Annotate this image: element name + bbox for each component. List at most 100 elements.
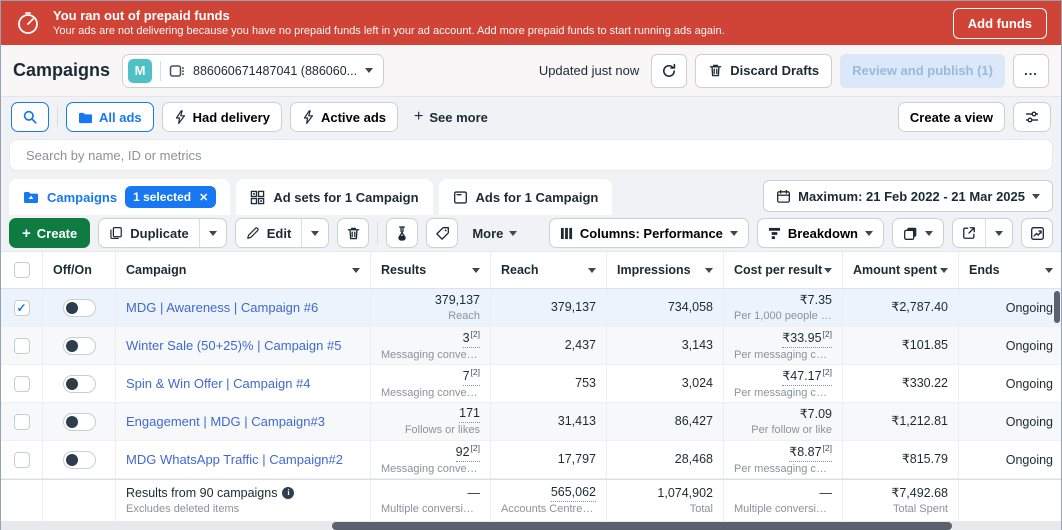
clear-selection-icon[interactable]: ✕ (199, 191, 209, 204)
export-dropdown[interactable] (985, 219, 1012, 247)
ends-cell: Ongoing (1005, 376, 1053, 391)
more-actions-dropdown[interactable]: More (466, 226, 523, 241)
trash-icon (708, 63, 723, 78)
discard-drafts-button[interactable]: Discard Drafts (695, 53, 833, 88)
summary-impressions: 1,074,902 Total (607, 480, 724, 521)
ad-sets-grid-icon (250, 190, 265, 205)
col-cost-per-result[interactable]: Cost per result (724, 252, 843, 288)
duplicate-button[interactable]: Duplicate (99, 219, 199, 247)
cost-per-result-cell: ₹7.35 Per 1,000 people reach... (724, 289, 843, 326)
ad-account-selector[interactable]: M 886060671487041 (886060... (122, 53, 385, 88)
campaign-toggle[interactable] (43, 365, 116, 402)
duplicate-icon (109, 226, 123, 240)
horizontal-scrollbar[interactable] (332, 522, 952, 530)
reports-dropdown[interactable] (892, 218, 944, 248)
ad-account-name: 886060671487041 (886060... (193, 63, 358, 78)
col-impressions[interactable]: Impressions (607, 252, 724, 288)
charts-button[interactable] (1021, 218, 1053, 248)
duplicate-button-group: Duplicate (98, 218, 227, 248)
export-button[interactable] (953, 219, 985, 247)
ends-cell: Ongoing (1005, 338, 1053, 353)
row-checkbox[interactable] (1, 403, 43, 440)
tab-campaigns[interactable]: Campaigns 1 selected ✕ (9, 179, 231, 215)
cost-per-result-cell: ₹7.09 Per follow or like (724, 403, 843, 440)
col-ends[interactable]: Ends (959, 252, 1062, 288)
review-publish-button[interactable]: Review and publish (1) (840, 53, 1005, 88)
impressions-cell: 28,468 (607, 441, 724, 478)
table-row: MDG WhatsApp Traffic | Campaign#2 92[2] … (1, 441, 1061, 479)
impressions-cell: 3,024 (607, 365, 724, 402)
cost-per-result-cell: ₹47.17[2] Per messaging conv... (724, 365, 843, 402)
plus-icon: + (414, 108, 424, 125)
filter-bar: All ads Had delivery Active ads + See mo… (1, 97, 1061, 137)
summary-subtitle: Excludes deleted items (126, 502, 240, 515)
breakdown-dropdown[interactable]: Breakdown (756, 218, 884, 248)
search-input[interactable] (9, 139, 1053, 171)
campaign-link[interactable]: Engagement | MDG | Campaign#3 (126, 414, 325, 429)
tag-button[interactable] (426, 218, 459, 248)
create-a-view-label: Create a view (909, 109, 993, 125)
more-options-button[interactable]: ... (1013, 53, 1049, 88)
campaign-link[interactable]: MDG WhatsApp Traffic | Campaign#2 (126, 452, 344, 467)
edit-dropdown[interactable] (301, 219, 328, 247)
view-settings-button[interactable] (1013, 102, 1051, 132)
table-row: ✓ MDG | Awareness | Campaign #6 379,137 … (1, 289, 1061, 327)
campaign-link[interactable]: Spin & Win Offer | Campaign #4 (126, 376, 311, 391)
export-icon (962, 226, 976, 240)
app-header: Campaigns M 886060671487041 (886060... U… (1, 45, 1061, 97)
updated-status: Updated just now (538, 63, 640, 78)
edit-button[interactable]: Edit (236, 219, 302, 247)
row-checkbox[interactable] (1, 365, 43, 402)
create-button[interactable]: + Create (9, 218, 91, 248)
campaign-link[interactable]: MDG | Awareness | Campaign #6 (126, 300, 319, 315)
create-a-view-button[interactable]: Create a view (897, 102, 1005, 132)
ab-test-button[interactable] (386, 218, 419, 248)
info-icon[interactable]: i (282, 487, 295, 500)
vertical-scrollbar[interactable] (1054, 291, 1060, 323)
selection-badge[interactable]: 1 selected ✕ (125, 186, 217, 208)
discard-drafts-label: Discard Drafts (730, 63, 820, 78)
breakdown-icon (768, 227, 781, 240)
col-results[interactable]: Results (371, 252, 491, 288)
filter-active-ads[interactable]: Active ads (289, 102, 398, 132)
table-summary-row: Results from 90 campaigns i Excludes dele… (1, 479, 1061, 521)
results-cell: 3[2] Messaging conversa... (371, 327, 491, 364)
col-campaign[interactable]: Campaign (116, 252, 371, 288)
col-off-on: Off/On (43, 252, 116, 288)
ellipsis-icon: ... (1024, 63, 1038, 78)
filter-all-ads[interactable]: All ads (66, 102, 154, 132)
chevron-down-icon (365, 68, 374, 73)
campaign-toggle[interactable] (43, 289, 116, 326)
campaign-toggle[interactable] (43, 441, 116, 478)
prepaid-funds-banner: You ran out of prepaid funds Your ads ar… (1, 1, 1061, 45)
campaign-toggle[interactable] (43, 403, 116, 440)
search-filter-button[interactable] (11, 102, 49, 132)
amount-spent-cell: ₹815.79 (843, 441, 959, 478)
row-checkbox[interactable] (1, 441, 43, 478)
sort-icon (1045, 267, 1053, 273)
page-title: Campaigns (13, 60, 111, 80)
columns-dropdown[interactable]: Columns: Performance (548, 218, 749, 248)
row-checkbox[interactable]: ✓ (1, 289, 43, 326)
reports-icon (903, 226, 918, 241)
trash-icon (346, 226, 361, 241)
delete-button[interactable] (337, 218, 370, 248)
filter-had-delivery[interactable]: Had delivery (161, 102, 282, 132)
campaign-toggle[interactable] (43, 327, 116, 364)
selection-count: 1 selected (133, 190, 192, 204)
select-all-checkbox[interactable] (1, 252, 43, 288)
col-amount-spent[interactable]: Amount spent (843, 252, 959, 288)
campaign-link[interactable]: Winter Sale (50+25)% | Campaign #5 (126, 338, 342, 353)
chevron-down-icon (995, 230, 1003, 236)
filter-all-ads-label: All ads (99, 109, 142, 125)
add-funds-button[interactable]: Add funds (952, 7, 1047, 39)
date-range-button[interactable]: Maximum: 21 Feb 2022 - 21 Mar 2025 (763, 180, 1053, 212)
tab-ad-sets[interactable]: Ad sets for 1 Campaign (236, 179, 433, 215)
row-checkbox[interactable] (1, 327, 43, 364)
see-more-filters[interactable]: + See more (406, 108, 496, 126)
tab-ads[interactable]: Ads for 1 Campaign (438, 179, 613, 215)
col-reach[interactable]: Reach (491, 252, 607, 288)
duplicate-dropdown[interactable] (198, 219, 226, 247)
refresh-button[interactable] (651, 53, 688, 88)
